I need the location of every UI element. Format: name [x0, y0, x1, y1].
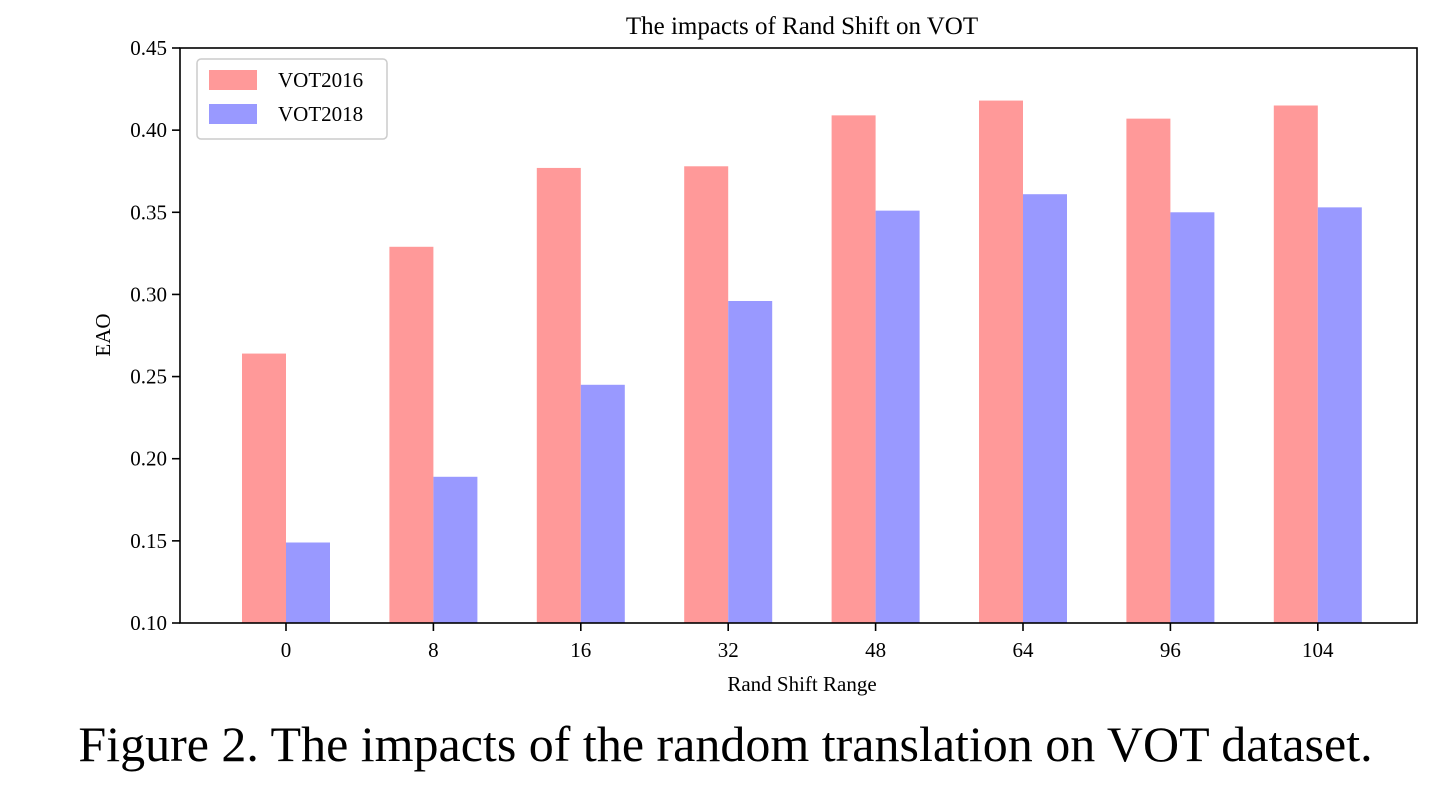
x-tick-label: 64 — [1013, 638, 1035, 662]
bar-chart: The impacts of Rand Shift on VOT 0.100.1… — [91, 13, 1418, 696]
y-tick-label: 0.15 — [130, 529, 167, 553]
x-tick-label: 96 — [1160, 638, 1181, 662]
bar-vot2018-32 — [728, 301, 773, 623]
bar-vot2016-104 — [1273, 105, 1318, 623]
legend-label-vot2018: VOT2018 — [278, 102, 363, 126]
y-axis-label: EAO — [91, 313, 115, 356]
bar-vot2018-8 — [433, 476, 478, 623]
x-tick-label: 8 — [428, 638, 439, 662]
x-tick-label: 32 — [718, 638, 739, 662]
bar-vot2016-64 — [979, 100, 1023, 624]
bar-vot2018-96 — [1170, 212, 1215, 624]
bar-vot2018-16 — [580, 384, 625, 623]
legend-label-vot2016: VOT2016 — [278, 68, 363, 92]
bar-vot2018-0 — [286, 542, 330, 623]
y-tick-label: 0.25 — [130, 365, 167, 389]
x-tick-label: 16 — [570, 638, 591, 662]
legend-swatch-vot2016 — [209, 70, 257, 90]
bar-vot2018-104 — [1317, 207, 1362, 623]
bar-vot2016-48 — [831, 115, 876, 623]
figure-caption: Figure 2. The impacts of the random tran… — [78, 716, 1373, 772]
bar-vot2018-48 — [875, 210, 920, 623]
bars-group — [242, 100, 1362, 624]
y-tick-label: 0.30 — [130, 282, 167, 306]
bar-vot2016-96 — [1126, 118, 1171, 624]
legend: VOT2016 VOT2018 — [196, 58, 388, 140]
legend-swatch-vot2018 — [209, 104, 257, 124]
bar-vot2016-32 — [684, 166, 729, 624]
bar-vot2016-0 — [242, 353, 286, 623]
x-tick-label: 48 — [865, 638, 886, 662]
x-axis: 0 8 16 32 48 64 96 104 — [281, 623, 1334, 662]
y-axis: 0.10 0.15 0.20 0.25 0.30 0.35 0.40 0.45 — [130, 36, 180, 635]
x-tick-label: 0 — [281, 638, 292, 662]
bar-vot2016-8 — [389, 246, 434, 624]
x-axis-label: Rand Shift Range — [727, 672, 876, 696]
y-tick-label: 0.40 — [130, 118, 167, 142]
bar-vot2016-16 — [536, 167, 581, 623]
y-tick-label: 0.45 — [130, 36, 167, 60]
y-tick-label: 0.35 — [130, 200, 167, 224]
y-tick-label: 0.20 — [130, 447, 167, 471]
chart-title: The impacts of Rand Shift on VOT — [626, 13, 978, 40]
plot-frame — [179, 47, 1418, 624]
x-tick-label: 104 — [1302, 638, 1334, 662]
y-tick-label: 0.10 — [130, 611, 167, 635]
bar-vot2018-64 — [1023, 194, 1067, 623]
